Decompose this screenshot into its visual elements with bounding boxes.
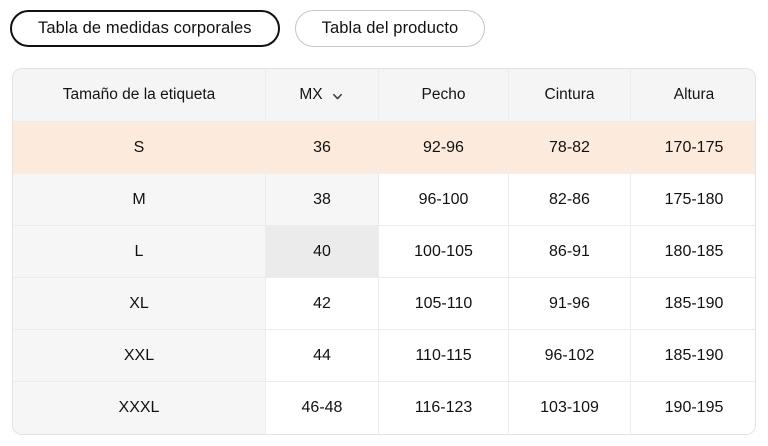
table-body: S 36 92-96 78-82 170-175 M 38 96-100 82-… (13, 122, 755, 434)
tab-tabla-producto[interactable]: Tabla del producto (294, 10, 486, 47)
size-label-cell: XL (13, 278, 266, 330)
table-row: S 36 92-96 78-82 170-175 (13, 122, 755, 174)
table-row: XL 42 105-110 91-96 185-190 (13, 278, 755, 330)
size-label-cell: XXL (13, 330, 266, 382)
chevron-down-icon (330, 89, 345, 104)
column-header-pecho: Pecho (379, 69, 509, 122)
tab-tabla-medidas-corporales[interactable]: Tabla de medidas corporales (10, 10, 280, 47)
column-header-mx: MX (266, 69, 379, 122)
altura-value-cell: 170-175 (631, 122, 755, 174)
table-row: XXL 44 110-115 96-102 185-190 (13, 330, 755, 382)
size-label-cell: L (13, 226, 266, 278)
pecho-value-cell: 105-110 (379, 278, 509, 330)
cintura-value-cell: 78-82 (509, 122, 631, 174)
table-row: M 38 96-100 82-86 175-180 (13, 174, 755, 226)
pecho-value-cell: 96-100 (379, 174, 509, 226)
header-row: Tamaño de la etiqueta MX Pecho Cint (13, 69, 755, 122)
cintura-value-cell: 103-109 (509, 382, 631, 434)
size-label-cell: XXXL (13, 382, 266, 434)
size-chart-table: Tamaño de la etiqueta MX Pecho Cint (12, 68, 756, 435)
altura-value-cell: 190-195 (631, 382, 755, 434)
mx-dropdown[interactable]: MX (299, 86, 344, 104)
mx-value-cell: 40 (266, 226, 379, 278)
cintura-value-cell: 96-102 (509, 330, 631, 382)
table-row: XXXL 46-48 116-123 103-109 190-195 (13, 382, 755, 434)
column-header-altura: Altura (631, 69, 755, 122)
size-label-cell: S (13, 122, 266, 174)
altura-value-cell: 185-190 (631, 330, 755, 382)
mx-value-cell: 44 (266, 330, 379, 382)
column-header-size-label: Tamaño de la etiqueta (13, 69, 266, 122)
table-row: L 40 100-105 86-91 180-185 (13, 226, 755, 278)
cintura-value-cell: 86-91 (509, 226, 631, 278)
mx-dropdown-value: MX (299, 86, 323, 103)
chart-type-tabs: Tabla de medidas corporales Tabla del pr… (0, 0, 768, 47)
altura-value-cell: 185-190 (631, 278, 755, 330)
mx-value-cell: 42 (266, 278, 379, 330)
cintura-value-cell: 91-96 (509, 278, 631, 330)
mx-value-cell: 38 (266, 174, 379, 226)
mx-value-cell: 36 (266, 122, 379, 174)
pecho-value-cell: 110-115 (379, 330, 509, 382)
altura-value-cell: 180-185 (631, 226, 755, 278)
mx-value-cell: 46-48 (266, 382, 379, 434)
pecho-value-cell: 116-123 (379, 382, 509, 434)
pecho-value-cell: 92-96 (379, 122, 509, 174)
altura-value-cell: 175-180 (631, 174, 755, 226)
cintura-value-cell: 82-86 (509, 174, 631, 226)
size-label-cell: M (13, 174, 266, 226)
pecho-value-cell: 100-105 (379, 226, 509, 278)
column-header-cintura: Cintura (509, 69, 631, 122)
